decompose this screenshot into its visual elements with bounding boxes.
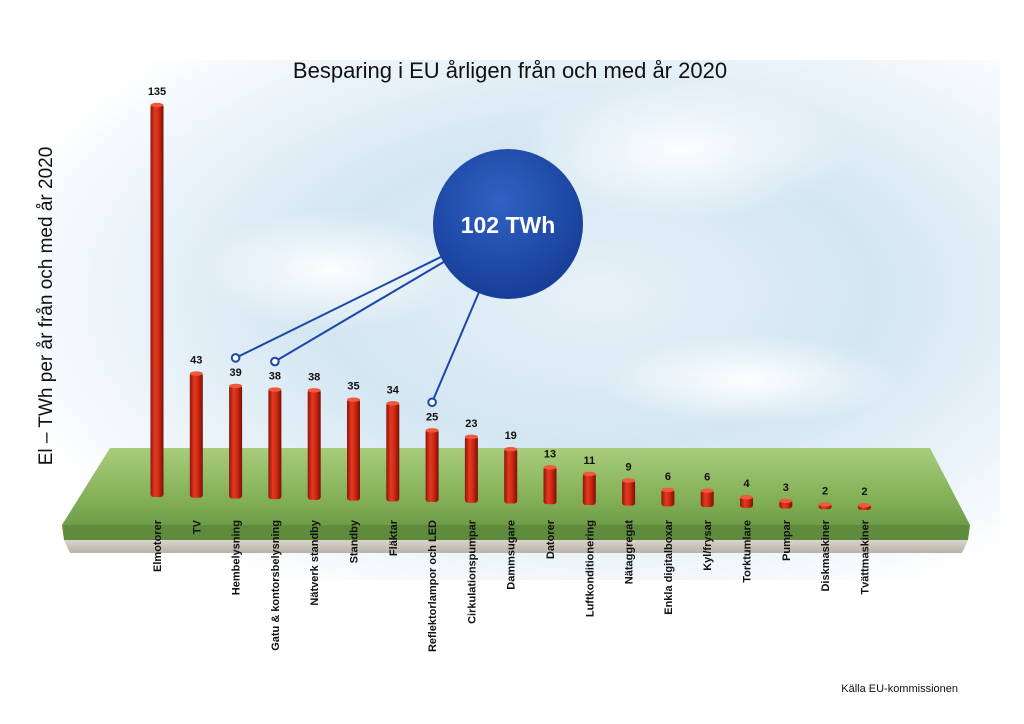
- bar-cap: [189, 371, 203, 376]
- category-label: Luftkonditionering: [584, 520, 596, 617]
- bar: [700, 489, 714, 508]
- bar-value-label: 38: [308, 371, 320, 383]
- cloud: [600, 335, 900, 425]
- category-label: Fläktar: [388, 519, 400, 556]
- bar: [425, 429, 439, 503]
- bar-value-label: 13: [544, 448, 556, 460]
- category-label: Diskmaskiner: [820, 519, 832, 591]
- bar-cap: [582, 471, 596, 477]
- bar-cap: [622, 478, 636, 483]
- bar-value-label: 9: [626, 461, 632, 473]
- bar: [150, 104, 164, 497]
- category-label: Enkla digitalboxar: [663, 519, 675, 614]
- category-label: Hembelysning: [231, 520, 243, 595]
- bar: [189, 372, 203, 498]
- bar-value-label: 11: [583, 455, 595, 467]
- bar-value-label: 38: [269, 371, 281, 383]
- callout-connector-dot: [270, 356, 280, 367]
- bar: [622, 479, 636, 506]
- category-label: Datorer: [545, 519, 557, 559]
- bar-value-label: 2: [822, 485, 828, 497]
- category-label: Gatu & kontorsbelysning: [270, 520, 282, 651]
- bar-cap: [818, 502, 832, 507]
- bar: [661, 488, 675, 507]
- category-label: Elmotorer: [152, 519, 164, 572]
- bar-cap: [425, 428, 439, 433]
- callout-connector-line: [235, 255, 443, 359]
- bar-cap: [779, 498, 793, 504]
- category-label: Dammsugare: [506, 520, 518, 590]
- callout-connectors: [230, 255, 481, 408]
- bar-value-label: 43: [190, 355, 202, 367]
- bar-value-label: 19: [505, 430, 517, 442]
- source-note: Källa EU-kommissionen: [841, 683, 958, 695]
- bar-cap: [740, 494, 753, 500]
- bar-cap: [307, 388, 321, 393]
- bar-value-label: 35: [347, 381, 359, 393]
- bar-cap: [229, 383, 243, 389]
- soil-edge: [64, 540, 968, 553]
- bar: [268, 388, 282, 500]
- bar-cap: [661, 487, 675, 493]
- bar-value-label: 4: [743, 478, 750, 490]
- bar-cap: [504, 446, 518, 452]
- category-label: Torktumlare: [742, 520, 754, 583]
- bar: [504, 448, 518, 504]
- callout-connector-line: [274, 260, 446, 363]
- category-label: Tvättmaskiner: [859, 519, 871, 594]
- category-label: Reflektorlampor och LED: [427, 520, 439, 652]
- callout-connector-dot: [230, 353, 241, 363]
- bar: [464, 435, 478, 503]
- grass-edge: [62, 525, 970, 540]
- cloud: [510, 80, 850, 220]
- bar: [229, 384, 243, 499]
- category-label: Kyl/frysar: [702, 519, 714, 570]
- category-label: TV: [191, 519, 203, 534]
- bar-cap: [543, 465, 557, 470]
- bar-value-label: 25: [426, 411, 438, 423]
- callout-bubble: [433, 149, 583, 299]
- bar: [740, 496, 753, 508]
- bar-value-label: 23: [465, 418, 477, 430]
- bar: [307, 389, 321, 500]
- bar-value-label: 2: [861, 486, 867, 498]
- bar-value-label: 6: [665, 471, 671, 483]
- y-axis-title: El – TWh per år från och med år 2020: [36, 147, 57, 466]
- bar: [543, 466, 557, 505]
- category-label: Standby: [349, 519, 361, 563]
- bar: [347, 398, 360, 501]
- category-label: Nätverk standby: [309, 519, 321, 605]
- bar-cap: [386, 401, 400, 406]
- bar-cap: [150, 102, 164, 108]
- bar-value-label: 3: [783, 482, 789, 494]
- category-label: Cirkulationspumpar: [466, 519, 478, 624]
- bar: [386, 402, 400, 502]
- bar-cap: [857, 502, 871, 508]
- chart-title: Besparing i EU årligen från och med år 2…: [293, 58, 727, 83]
- bar-cap: [464, 434, 478, 440]
- category-label: Pumpar: [781, 519, 793, 561]
- bar-value-label: 135: [148, 86, 166, 98]
- bar-value-label: 39: [229, 367, 241, 379]
- bar-value-label: 6: [704, 472, 710, 484]
- bar-cap: [700, 488, 714, 493]
- callout-text: 102 TWh: [461, 212, 556, 238]
- bar-value-label: 34: [387, 384, 400, 396]
- bar: [582, 472, 596, 505]
- cloud: [200, 210, 460, 330]
- callout-connector-line: [431, 290, 481, 403]
- bar-cap: [347, 397, 360, 402]
- callout-connector-dot: [427, 397, 437, 408]
- category-label: Nätaggregat: [624, 520, 636, 585]
- bar-cap: [268, 387, 282, 392]
